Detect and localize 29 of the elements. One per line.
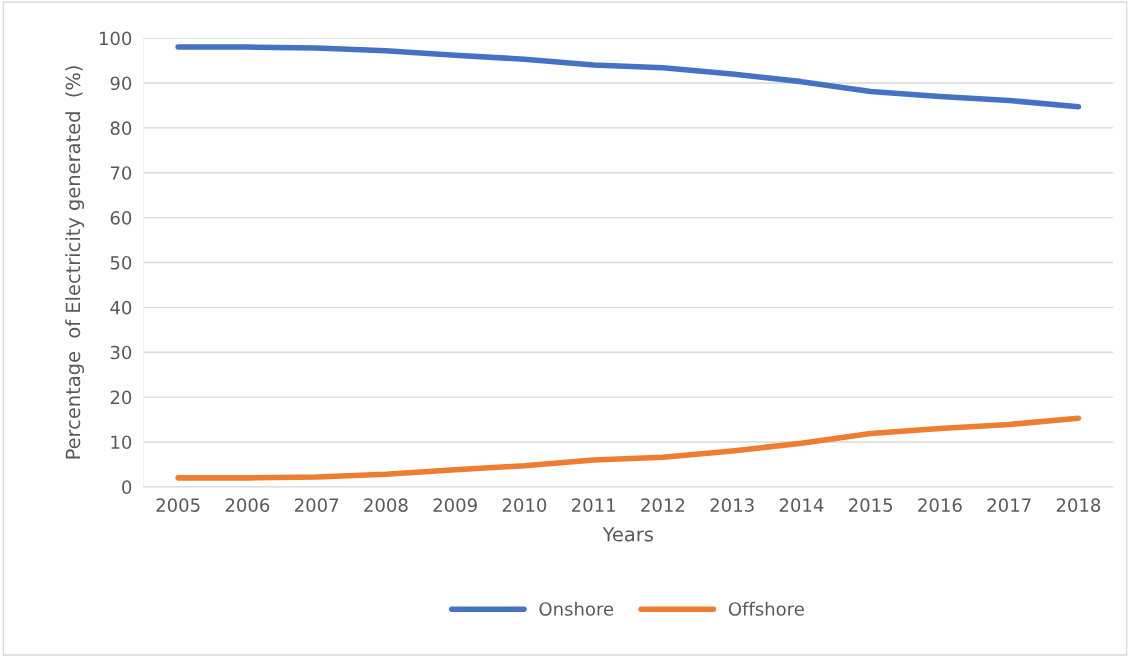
y-tick-label: 20	[110, 390, 132, 405]
x-tick-label: 2007	[294, 498, 339, 512]
y-tick-label: 40	[110, 300, 132, 315]
x-tick-label: 2010	[502, 498, 547, 512]
y-tick-label: 100	[99, 31, 132, 46]
y-tick-label: 30	[110, 345, 132, 360]
y-tick-label: 80	[110, 121, 132, 135]
y-tick-label: 50	[110, 255, 132, 270]
x-tick-label: 2011	[572, 498, 615, 512]
x-tick-label: 2017	[987, 498, 1031, 512]
legend-label: Onshore	[539, 601, 614, 616]
x-tick-label: 2016	[918, 498, 962, 512]
y-tick-label: 70	[110, 166, 132, 180]
y-tick-label: 60	[110, 211, 132, 225]
x-axis-title: Years	[602, 527, 653, 542]
x-tick-label: 2012	[641, 498, 685, 512]
x-tick-label: 2018	[1056, 498, 1101, 512]
x-tick-label: 2015	[849, 498, 893, 512]
y-axis-title: Percentage of Electricity generated (%)	[65, 66, 85, 459]
x-tick-label: 2013	[710, 498, 754, 512]
x-tick-label: 2014	[779, 498, 824, 512]
y-tick-label: 90	[110, 76, 132, 91]
x-tick-label: 2005	[156, 498, 200, 512]
x-tick-label: 2008	[364, 498, 408, 512]
y-tick-label: 0	[122, 480, 132, 494]
x-tick-label: 2009	[433, 498, 477, 512]
y-tick-label: 10	[111, 435, 132, 450]
legend-label: Offshore	[728, 601, 804, 616]
x-tick-label: 2006	[225, 498, 270, 512]
